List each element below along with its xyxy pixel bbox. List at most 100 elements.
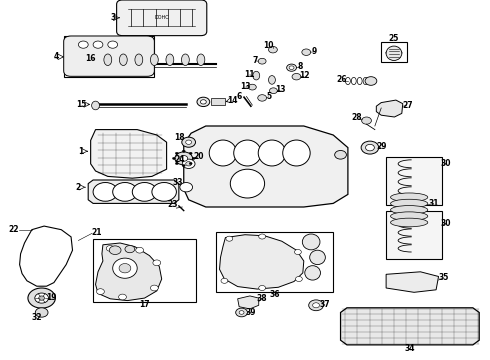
Ellipse shape [182, 137, 196, 147]
Text: 7: 7 [253, 56, 258, 65]
Ellipse shape [125, 246, 135, 253]
Ellipse shape [269, 76, 275, 84]
Ellipse shape [302, 234, 320, 250]
Ellipse shape [259, 234, 266, 239]
Text: 12: 12 [299, 71, 310, 80]
Text: 37: 37 [319, 300, 330, 309]
Ellipse shape [197, 54, 205, 66]
Ellipse shape [226, 236, 233, 241]
Ellipse shape [150, 54, 158, 66]
Text: 36: 36 [269, 290, 280, 299]
Text: 32: 32 [31, 313, 42, 322]
Ellipse shape [230, 169, 265, 198]
Text: 21: 21 [91, 228, 102, 237]
Text: 34: 34 [404, 344, 415, 353]
Ellipse shape [309, 300, 323, 311]
Ellipse shape [35, 293, 49, 303]
Polygon shape [96, 243, 162, 301]
Ellipse shape [175, 152, 178, 154]
Text: 26: 26 [336, 76, 347, 85]
Text: 22: 22 [8, 225, 19, 234]
Ellipse shape [302, 49, 311, 55]
Ellipse shape [166, 54, 174, 66]
Ellipse shape [186, 140, 192, 144]
Text: 39: 39 [245, 307, 256, 317]
Ellipse shape [366, 144, 374, 151]
FancyBboxPatch shape [117, 0, 207, 36]
Text: 13: 13 [240, 82, 250, 91]
Ellipse shape [78, 41, 88, 48]
Ellipse shape [258, 95, 267, 101]
Text: 3: 3 [110, 13, 115, 22]
Ellipse shape [289, 66, 294, 69]
Text: 2: 2 [76, 183, 81, 192]
Text: 31: 31 [429, 199, 440, 208]
Ellipse shape [292, 73, 301, 80]
Text: 19: 19 [46, 293, 57, 302]
Ellipse shape [153, 260, 161, 266]
Bar [386, 211, 442, 259]
Ellipse shape [189, 152, 192, 154]
Text: DOHC: DOHC [154, 15, 169, 20]
Text: 11: 11 [244, 70, 254, 79]
Text: 13: 13 [275, 85, 286, 94]
Ellipse shape [182, 159, 195, 168]
Ellipse shape [119, 294, 126, 300]
Ellipse shape [92, 101, 99, 110]
Text: 30: 30 [441, 159, 451, 168]
Text: 28: 28 [351, 113, 362, 122]
Ellipse shape [35, 308, 48, 317]
Ellipse shape [106, 246, 114, 251]
Ellipse shape [253, 71, 260, 80]
Text: 25: 25 [389, 34, 399, 43]
Ellipse shape [362, 117, 371, 124]
Ellipse shape [295, 276, 302, 282]
Ellipse shape [113, 258, 137, 278]
Text: 18: 18 [174, 133, 185, 142]
Text: 20: 20 [193, 153, 204, 161]
Ellipse shape [180, 183, 193, 192]
Ellipse shape [269, 46, 277, 53]
Text: 6: 6 [237, 92, 242, 101]
Ellipse shape [305, 266, 320, 280]
Polygon shape [220, 235, 304, 289]
Ellipse shape [182, 165, 185, 167]
Bar [64, 36, 154, 77]
Ellipse shape [192, 157, 195, 159]
Text: 4: 4 [54, 52, 59, 61]
Ellipse shape [335, 150, 346, 159]
Ellipse shape [310, 250, 325, 265]
Polygon shape [88, 180, 179, 203]
Ellipse shape [104, 54, 112, 66]
Text: 10: 10 [263, 41, 274, 50]
Text: 15: 15 [75, 100, 86, 109]
Polygon shape [386, 272, 439, 292]
Ellipse shape [189, 162, 192, 165]
Ellipse shape [234, 140, 261, 166]
Ellipse shape [391, 199, 428, 208]
Ellipse shape [209, 140, 237, 166]
Ellipse shape [391, 193, 428, 202]
Polygon shape [341, 308, 479, 345]
Text: 33: 33 [172, 178, 183, 187]
Ellipse shape [239, 311, 244, 314]
Ellipse shape [108, 41, 118, 48]
Bar [216, 232, 333, 292]
Ellipse shape [135, 54, 143, 66]
Ellipse shape [182, 150, 185, 152]
Ellipse shape [391, 218, 428, 227]
Polygon shape [184, 126, 348, 207]
Ellipse shape [361, 141, 379, 154]
Ellipse shape [152, 183, 176, 201]
Ellipse shape [120, 54, 127, 66]
Ellipse shape [391, 212, 428, 220]
Text: 35: 35 [438, 274, 449, 282]
FancyBboxPatch shape [64, 36, 154, 76]
Text: 5: 5 [267, 92, 271, 101]
Ellipse shape [132, 183, 157, 201]
Text: 9: 9 [312, 47, 317, 56]
Text: 29: 29 [376, 142, 387, 151]
Bar [93, 239, 196, 302]
Ellipse shape [136, 247, 144, 253]
Ellipse shape [386, 46, 402, 60]
